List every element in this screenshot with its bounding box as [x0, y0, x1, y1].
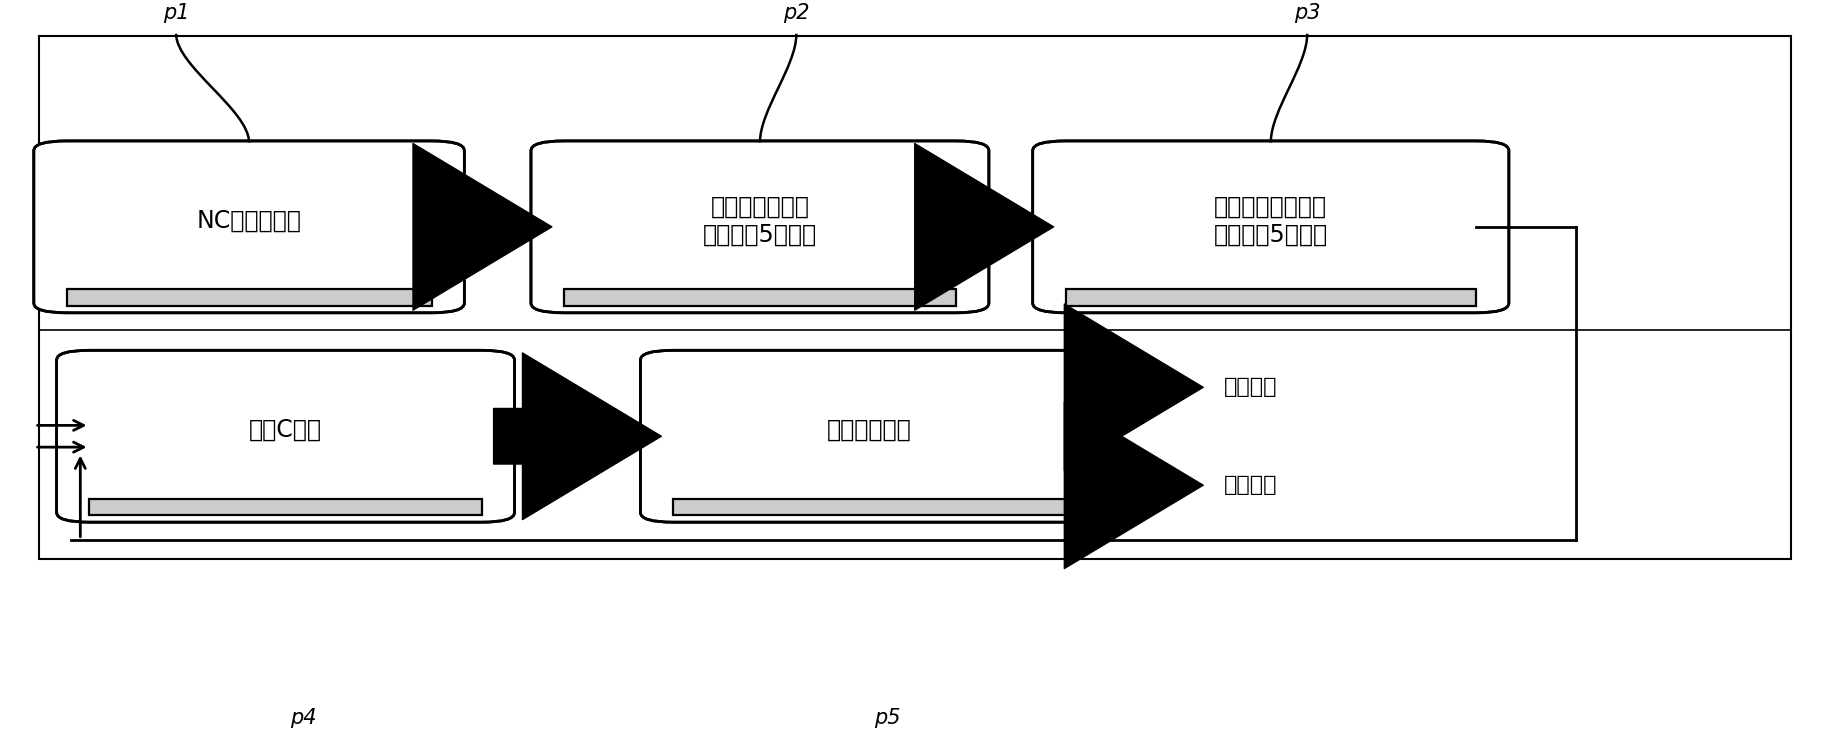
FancyBboxPatch shape	[531, 141, 988, 312]
Text: 控制系统: 控制系统	[1224, 377, 1277, 397]
FancyBboxPatch shape	[1032, 141, 1510, 312]
Text: 机器人坐标系下虚
拟刀具的5点坐标: 机器人坐标系下虚 拟刀具的5点坐标	[1213, 195, 1329, 247]
Text: 各个关节角度: 各个关节角度	[827, 418, 911, 442]
Text: p3: p3	[1294, 3, 1321, 23]
Bar	[673, 499, 1065, 515]
Text: 仿真系统: 仿真系统	[1224, 475, 1277, 495]
Bar	[90, 499, 481, 515]
Text: p5: p5	[875, 708, 900, 728]
Bar	[90, 499, 481, 515]
Text: 末端C位姿: 末端C位姿	[249, 418, 322, 442]
Bar	[1065, 290, 1477, 306]
Bar	[564, 290, 955, 306]
Text: p1: p1	[163, 3, 188, 23]
Bar	[673, 499, 1065, 515]
Bar	[66, 290, 432, 306]
Text: p2: p2	[783, 3, 809, 23]
Text: p4: p4	[291, 708, 317, 728]
Bar	[1065, 290, 1477, 306]
Text: NC代码点数据: NC代码点数据	[196, 209, 302, 233]
Bar	[66, 290, 432, 306]
FancyBboxPatch shape	[33, 141, 465, 312]
FancyBboxPatch shape	[640, 350, 1098, 523]
Bar	[564, 290, 955, 306]
Text: 编程坐标系下虚
拟刀具的5点坐标: 编程坐标系下虚 拟刀具的5点坐标	[703, 195, 816, 247]
FancyBboxPatch shape	[57, 350, 514, 523]
